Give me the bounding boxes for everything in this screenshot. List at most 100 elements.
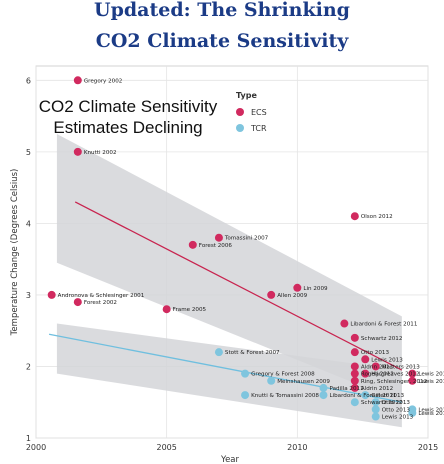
point-label: Lin 2009 [303,286,328,292]
point-label: Forest 2006 [199,243,233,249]
point-tcr [371,412,380,421]
x-axis-label: Year [220,455,240,464]
point-label: Andronova & Schlesinger 2001 [58,293,145,299]
point-label: Libardoni & Forest 2011 [350,322,417,328]
point-label: Olson 2012 [361,214,393,220]
y-tick-label: 6 [26,76,31,85]
point-tcr [267,376,276,385]
point-label: Schwartz 2012 [361,400,403,406]
point-ecs [350,212,359,221]
point-ecs [73,298,82,307]
data-points [47,76,417,421]
point-label: Aldrin 2012 [361,364,393,370]
point-ecs [361,369,370,378]
point-tcr [319,383,328,392]
point-label: Lewis 2014 [418,411,444,417]
point-tcr [214,348,223,357]
point-label: Gregory & Forest 2008 [251,372,315,378]
point-label: Otto 2013 [361,350,390,356]
point-label: Stott & Forest 2007 [225,350,280,356]
point-tcr [241,391,250,400]
point-ecs [350,383,359,392]
header-line-1: Updated: The Shrinking [94,0,350,21]
point-tcr [371,398,380,407]
x-tick-label: 2005 [156,443,176,452]
point-ecs [361,355,370,364]
legend-title: Type [236,91,257,100]
point-label: Frame 2005 [173,307,207,313]
legend-ecs-label: ECS [251,108,267,117]
x-tick-label: 2015 [418,443,438,452]
point-ecs [267,290,276,299]
y-tick-label: 2 [26,362,31,371]
x-tick-label: 2010 [287,443,307,452]
point-tcr [361,391,370,400]
point-label: Tomassini 2007 [224,236,269,242]
y-tick-label: 3 [26,291,31,300]
x-tick-label: 2000 [26,443,46,452]
confidence-band-ecs [56,133,402,403]
point-ecs [47,290,56,299]
confidence-band-tcr [56,323,402,428]
point-ecs [214,233,223,242]
y-axis-label: Temperature Change (Degrees Celsius) [10,169,20,337]
point-label: Forest 2002 [84,300,117,306]
y-tick-label: 4 [26,219,31,228]
point-ecs [73,76,82,85]
point-ecs [162,305,171,314]
point-ecs [350,369,359,378]
point-label: Otto 2013 [382,407,411,413]
legend: Type ECS TCR [236,91,267,133]
point-label: Ring, Schlesinger, 2012 [361,379,427,385]
trend-line-ecs [74,201,403,371]
point-label: Knutti 2002 [84,150,117,156]
point-label: Allen 2009 [277,293,307,299]
point-label: Knutti & Tomassini 2008 [251,393,319,399]
confidence-bands [56,133,402,428]
point-tcr [241,369,250,378]
point-tcr [408,405,417,414]
point-ecs [350,333,359,342]
point-label: Rogelj 2012 [361,372,394,378]
point-ecs [408,376,417,385]
y-tick-label: 1 [26,434,31,443]
point-labels: Gregory 2002 Knutti 2002 Andronova & Schle… [58,78,444,420]
point-label: Meinshausen 2009 [277,379,330,385]
trend-line-tcr [48,333,402,403]
point-ecs [371,362,380,371]
legend-tcr-label: TCR [250,124,267,133]
header-line-2: CO2 Climate Sensitivity [96,30,350,52]
point-ecs [73,147,82,156]
point-label: Libardoni & Forest 2011 [329,393,396,399]
point-label: Otto 2013 [382,400,411,406]
point-label: Lewis 2013 [382,415,414,421]
point-label: Gregory 2002 [84,78,123,84]
point-label: Schwartz 2012 [361,336,403,342]
point-label: Lewis 2014 [418,372,444,378]
chart-title-line-1: CO2 Climate Sensitivity [39,97,218,116]
point-ecs [188,240,197,249]
point-tcr [371,405,380,414]
axis-ticks: 2000 2005 2010 2015 1 2 3 4 5 6 [26,76,438,452]
point-ecs [350,362,359,371]
point-label: Hargreaves 2012 [371,372,419,378]
point-ecs [340,319,349,328]
point-ecs [350,376,359,385]
point-ecs [408,369,417,378]
y-tick-label: 5 [26,148,31,157]
point-label: Masters 2013 [382,364,420,370]
legend-ecs-marker [236,108,244,116]
point-label: Lewis 2013 [371,357,403,363]
point-label: Gillett 2013 [371,393,404,399]
point-label: Padilla 2011 [329,386,364,392]
point-ecs [293,283,302,292]
point-tcr [350,398,359,407]
point-tcr [319,391,328,400]
trend-lines [48,201,403,403]
point-label: Aldrin 2012 [361,386,393,392]
point-label: Lewis 2014 [418,379,444,385]
point-ecs [350,348,359,357]
chart-title-line-2: Estimates Declining [53,118,202,137]
legend-tcr-marker [236,124,244,132]
